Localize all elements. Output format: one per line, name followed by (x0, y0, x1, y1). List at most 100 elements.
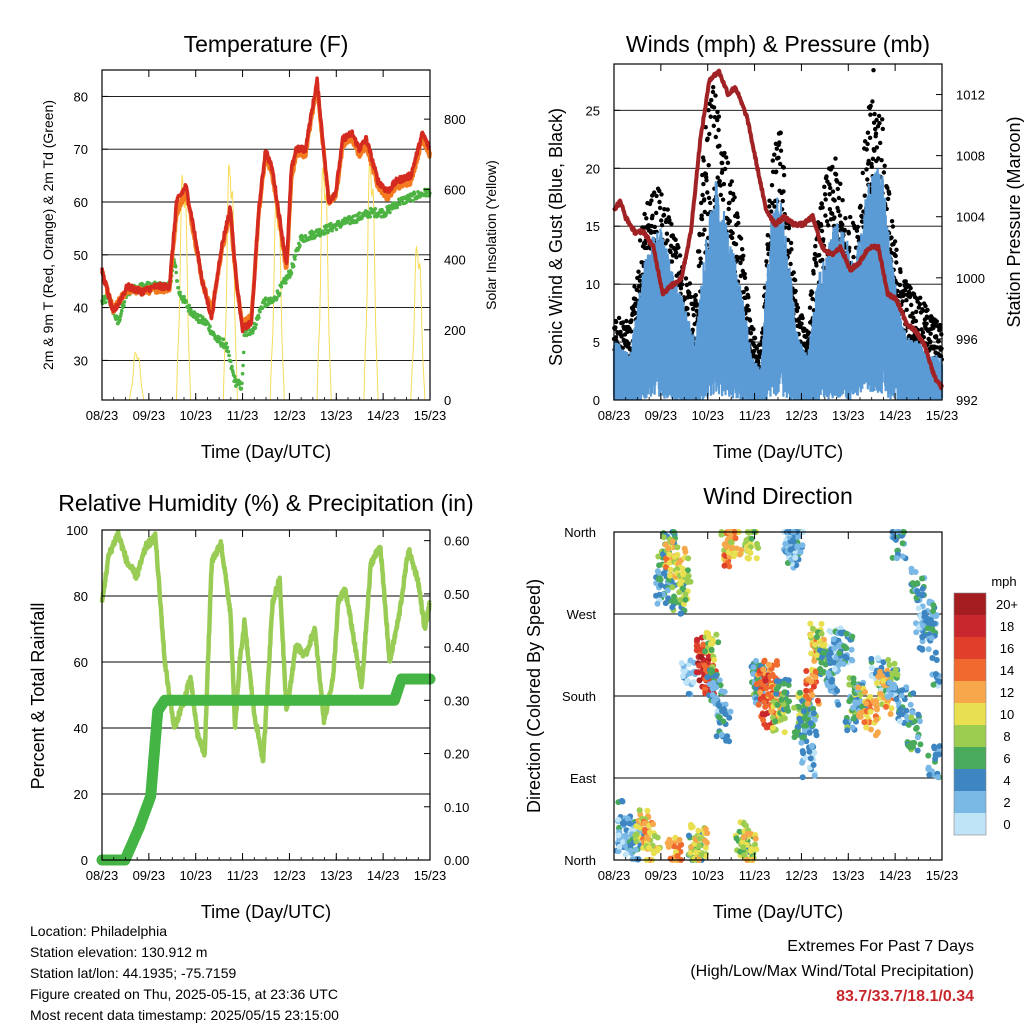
dewpoint-point (225, 345, 230, 350)
direction-point (718, 688, 725, 695)
humidity-series (96, 529, 436, 866)
direction-point (891, 534, 897, 541)
dewpoint-point (424, 194, 429, 198)
direction-point (667, 572, 673, 579)
gust-point (642, 211, 647, 217)
direction-point (809, 625, 816, 632)
dewpoint-point (118, 317, 122, 322)
gust-point (893, 253, 898, 259)
gust-point (713, 93, 718, 98)
dewpoint-point (284, 281, 288, 285)
direction-point (814, 697, 821, 704)
direction-point (720, 718, 727, 725)
gust-point (698, 256, 703, 261)
direction-point (812, 641, 819, 648)
gust-point (699, 213, 704, 218)
direction-point (796, 704, 803, 711)
direction-point (726, 738, 733, 745)
gust-point (659, 192, 664, 197)
direction-point (752, 835, 759, 842)
gust-point (832, 198, 837, 203)
direction-point (710, 637, 717, 644)
direction-point (883, 703, 889, 710)
dewpoint-point (293, 257, 297, 261)
direction-point (624, 815, 631, 822)
x-tick-label: 08/23 (86, 408, 119, 423)
direction-point (886, 679, 893, 686)
gust-point (685, 306, 690, 311)
direction-point (704, 830, 711, 837)
gust-point (791, 270, 796, 275)
gust-point (699, 216, 705, 222)
gust-point (920, 308, 925, 313)
dewpoint-point (262, 301, 267, 305)
gust-point (837, 213, 843, 218)
direction-point (896, 718, 903, 725)
colorbar-frame (953, 592, 987, 836)
direction-point (716, 714, 723, 721)
humidity-xlabel: Time (Day/UTC) (201, 902, 331, 922)
direction-point (680, 566, 687, 572)
gust-point (871, 68, 876, 73)
gust-point (789, 247, 794, 252)
gust-point (650, 213, 655, 218)
gust-point (664, 231, 670, 236)
direction-point (809, 743, 815, 750)
gust-point (864, 167, 869, 172)
direction-point (807, 755, 814, 762)
direction-point (767, 673, 774, 680)
colorbar-swatch (954, 813, 986, 835)
direction-point (757, 689, 764, 696)
gust-point (936, 338, 941, 344)
temperature-title: Temperature (F) (184, 31, 349, 57)
direction-point (633, 823, 640, 830)
gust-point (734, 211, 740, 216)
gust-point (662, 207, 667, 212)
direction-point (807, 632, 814, 639)
gust-point (835, 179, 840, 184)
direction-point (929, 626, 936, 633)
direction-point (921, 632, 928, 639)
gust-point (821, 237, 826, 242)
temp-2m-line (100, 76, 432, 334)
x-tick-label: 12/23 (273, 868, 306, 883)
gust-point (691, 313, 696, 318)
y-tick-label: 0 (593, 393, 600, 408)
gust-point (890, 224, 896, 229)
gust-point (687, 281, 693, 286)
gust-point (823, 213, 828, 218)
gust-point (810, 290, 815, 295)
direction-point (907, 701, 914, 708)
gust-point (908, 286, 913, 291)
dewpoint-point (200, 315, 205, 319)
y-right-tick-label: 992 (956, 393, 978, 408)
direction-point (917, 741, 924, 748)
direction-point (868, 655, 875, 662)
gust-point (628, 329, 634, 334)
recent-timestamp: Most recent data timestamp: 2025/05/15 2… (30, 1007, 339, 1023)
x-tick-label: 11/23 (227, 868, 259, 883)
dewpoint-point (173, 264, 178, 269)
gust-point (727, 219, 732, 224)
gust-point (795, 305, 801, 310)
winds-ylabel-left: Sonic Wind & Gust (Blue, Black) (546, 108, 566, 366)
direction-point (910, 690, 917, 697)
direction-point (886, 662, 893, 669)
direction-point (879, 673, 886, 680)
direction-point (888, 691, 895, 698)
direction-point (801, 734, 807, 741)
extremes-values: 83.7/33.7/18.1/0.34 (836, 988, 974, 1005)
direction-point (899, 687, 906, 694)
direction-point (752, 841, 758, 848)
direction-point (684, 567, 691, 574)
direction-point (807, 720, 814, 727)
direction-point (709, 691, 716, 698)
direction-point (667, 566, 674, 573)
gust-point (778, 130, 783, 136)
temperature-ylabel-right: Solar Insolation (Yellow) (483, 160, 499, 310)
direction-point (807, 620, 814, 627)
direction-point (835, 662, 842, 668)
direction-point (760, 717, 767, 723)
x-tick-label: 12/23 (785, 408, 818, 423)
humidity-ylabel-left: Percent & Total Rainfall (28, 603, 48, 790)
